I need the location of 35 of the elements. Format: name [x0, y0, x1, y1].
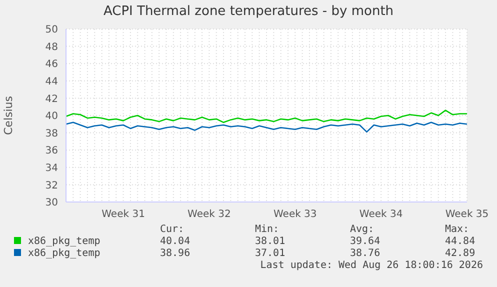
chart-title: ACPI Thermal zone temperatures - by month	[102, 4, 395, 19]
x-tick-label: Week 34	[359, 209, 403, 220]
text: 38.76	[350, 248, 380, 259]
x-tick-label: Week 33	[273, 209, 317, 220]
y-axis-title: Celsius	[2, 96, 15, 135]
line-series	[65, 110, 468, 124]
y-tick-label: 50	[45, 24, 58, 36]
y-tick-label: 34	[45, 162, 58, 174]
text: 39.64	[350, 236, 380, 247]
text: Cur:	[160, 224, 184, 235]
y-tick-label: 32	[45, 180, 58, 192]
text: Last update: Wed Aug 26 18:00:16 2026	[260, 260, 483, 271]
y-tick-label: 40	[45, 111, 58, 122]
text: 37.01	[255, 248, 286, 259]
text: Min:	[255, 224, 280, 235]
x-tick-label: Week 32	[188, 209, 231, 220]
y-tick-label: 36	[45, 146, 58, 157]
text: Avg:	[350, 224, 374, 235]
legend-label: x86_pkg_temp	[28, 248, 100, 259]
y-tick-label: 30	[45, 198, 58, 209]
text: 40.04	[160, 236, 190, 247]
text: 38.96	[160, 248, 190, 259]
x-tick-label: Week 31	[102, 209, 145, 220]
text: 44.84	[445, 236, 476, 247]
x-tick-label: Week 35	[445, 209, 489, 220]
y-tick-label: 42	[45, 94, 58, 105]
y-tick-label: 44	[45, 76, 58, 88]
text: 38.01	[255, 236, 286, 247]
line-series	[65, 122, 468, 133]
y-tick-label: 48	[45, 42, 58, 53]
y-tick-label: 38	[45, 128, 58, 140]
y-tick-label: 46	[45, 59, 58, 70]
legend-label: x86_pkg_temp	[28, 236, 100, 247]
text: 42.89	[445, 248, 476, 259]
text: Max:	[445, 224, 470, 235]
